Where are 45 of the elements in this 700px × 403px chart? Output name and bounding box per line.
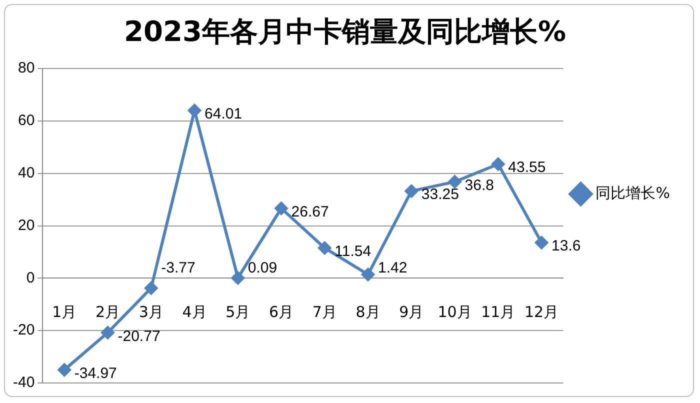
point (362, 268, 375, 281)
point (492, 158, 505, 171)
data-label: 43.55 (508, 159, 546, 176)
chart-title: 2023年各月中卡销量及同比增长% (124, 15, 566, 48)
point (404, 184, 418, 198)
x-tick-label: 1月 (52, 303, 77, 322)
x-tick-label: 9月 (399, 303, 424, 322)
point (274, 202, 288, 215)
point (535, 236, 548, 250)
point (188, 104, 202, 117)
point (58, 363, 71, 376)
y-tick-label: 80 (18, 60, 35, 77)
data-label: 64.01 (204, 106, 242, 123)
x-tick-label: 10月 (438, 303, 472, 322)
point (448, 175, 462, 188)
x-tick-label: 6月 (269, 303, 294, 322)
y-tick-label: 0 (26, 269, 35, 286)
data-label: 13.6 (552, 238, 581, 255)
x-tick-label: 2月 (95, 303, 120, 322)
x-tick-label: 3月 (138, 303, 164, 322)
point (101, 326, 114, 340)
data-label: -34.97 (74, 364, 117, 382)
y-tick-label: 60 (18, 112, 35, 130)
x-tick-label: 4月 (182, 303, 207, 322)
data-label: -20.77 (118, 328, 160, 345)
x-tick-label: 7月 (312, 303, 337, 322)
x-tick-label: 8月 (356, 303, 380, 322)
y-tick-label: -40 (12, 374, 35, 392)
point (231, 271, 244, 284)
data-label: 11.54 (334, 243, 372, 260)
x-tick-label: 12月 (524, 303, 559, 322)
y-tick-label: -20 (12, 322, 35, 339)
data-label: 36.8 (464, 176, 494, 194)
legend-label: 同比增长% (596, 184, 670, 202)
point (318, 241, 332, 254)
data-label: 26.67 (291, 203, 329, 220)
x-tick-label: 11月 (481, 303, 516, 322)
data-label: 33.25 (421, 186, 459, 204)
x-tick-label: 5月 (226, 303, 250, 322)
y-tick-label: 20 (18, 216, 35, 234)
point (144, 282, 158, 295)
data-label: -3.77 (161, 259, 196, 276)
data-label: 1.42 (378, 259, 408, 276)
y-tick-label: 40 (18, 164, 35, 182)
data-label: 0.09 (248, 259, 278, 276)
